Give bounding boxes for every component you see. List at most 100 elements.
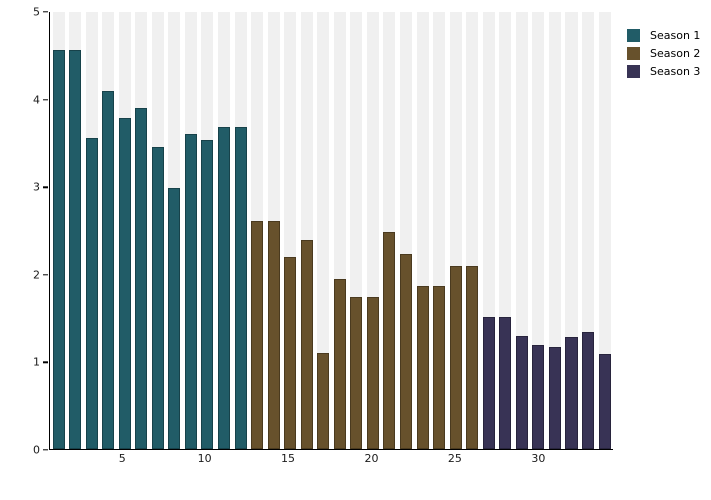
- y-tick-mark: [43, 361, 48, 364]
- x-tick-label: 25: [447, 452, 462, 465]
- bar-slot: [267, 12, 280, 449]
- x-tick-label: 20: [364, 452, 379, 465]
- x-tick-label: [265, 452, 277, 468]
- bar: [168, 187, 181, 449]
- bar-slot: [466, 12, 479, 449]
- x-tick-label: [68, 452, 80, 468]
- bar-slot: [449, 12, 462, 449]
- bar-slot: [333, 12, 346, 449]
- bar-slot: [317, 12, 330, 449]
- legend-label: Season 1: [650, 29, 701, 42]
- y-axis: 0 1 2 3 4 5: [0, 7, 49, 456]
- x-tick-label: [550, 452, 562, 468]
- legend-label: Season 2: [650, 47, 701, 60]
- bar: [366, 296, 379, 449]
- bar: [433, 285, 446, 449]
- x-tick-label: [300, 452, 312, 468]
- bar: [251, 220, 264, 449]
- legend-swatch-season-2-icon: [627, 47, 640, 60]
- x-tick-label: [515, 452, 527, 468]
- legend-swatch-season-1-icon: [627, 29, 640, 42]
- x-tick-label: 10: [197, 452, 212, 465]
- x-tick-label: [249, 452, 261, 468]
- bar: [184, 134, 197, 449]
- x-tick-label: [483, 452, 495, 468]
- y-tick-label: 2: [33, 268, 40, 282]
- x-tick-label: [232, 452, 244, 468]
- bar-slot: [135, 12, 148, 449]
- bar-slot: [201, 12, 214, 449]
- bar-slot: [102, 12, 115, 449]
- bar: [234, 126, 247, 449]
- plot-area: [49, 12, 613, 450]
- background-band: [532, 12, 545, 449]
- bar: [118, 117, 131, 449]
- bar-slot: [251, 12, 264, 449]
- x-tick-label: [415, 452, 427, 468]
- bar: [466, 266, 479, 449]
- bar: [383, 232, 396, 449]
- y-tick-mark: [43, 274, 48, 276]
- bar: [201, 139, 214, 449]
- x-tick-label: [165, 452, 177, 468]
- bar: [565, 337, 578, 449]
- bar: [582, 331, 595, 449]
- bar-slot: [85, 12, 98, 449]
- x-tick-label: [149, 452, 161, 468]
- y-tick-label: 1: [33, 355, 40, 369]
- legend-item-season-1: Season 1: [627, 29, 700, 42]
- background-band: [548, 12, 561, 449]
- x-tick-label: [216, 452, 228, 468]
- x-tick-label: [84, 452, 96, 468]
- x-tick-label: [582, 452, 594, 468]
- bar: [548, 346, 561, 449]
- bar-slot: [52, 12, 65, 449]
- bar-slot: [598, 12, 611, 449]
- x-tick-label: [52, 452, 64, 468]
- bar: [300, 240, 313, 449]
- bar: [350, 296, 363, 449]
- legend-item-season-3: Season 3: [627, 65, 700, 78]
- x-tick-label: [383, 452, 395, 468]
- bar-slot: [217, 12, 231, 449]
- y-tick-mark: [43, 98, 48, 101]
- bar-slot: [69, 12, 82, 449]
- y-tick-label: 4: [33, 93, 40, 107]
- legend-item-season-2: Season 2: [627, 47, 700, 60]
- x-tick-label: [566, 452, 578, 468]
- bar-slot: [399, 12, 413, 449]
- y-tick-label: 0: [33, 443, 40, 457]
- x-tick-label: [316, 452, 328, 468]
- legend-swatch-season-3-icon: [627, 65, 640, 78]
- x-tick-label: 5: [118, 452, 126, 465]
- bar-slot: [234, 12, 247, 449]
- bar-slot: [416, 12, 429, 449]
- bar-slot: [350, 12, 363, 449]
- bar: [598, 353, 611, 449]
- x-tick-label: [466, 452, 478, 468]
- bar-slot: [284, 12, 297, 449]
- bar: [102, 90, 115, 449]
- bar: [515, 336, 528, 449]
- bar: [151, 146, 164, 449]
- bar-slot: [366, 12, 379, 449]
- x-tick-label: [332, 452, 344, 468]
- bar: [52, 49, 65, 449]
- x-tick-label: [399, 452, 411, 468]
- bar: [532, 345, 545, 449]
- bar: [399, 254, 413, 449]
- legend: Season 1 Season 2 Season 3: [627, 29, 700, 83]
- bars-container: [50, 12, 613, 449]
- x-tick-label: 15: [281, 452, 296, 465]
- y-tick-label: 3: [33, 180, 40, 194]
- x-tick-label: [181, 452, 193, 468]
- x-tick-label: [432, 452, 444, 468]
- bar-slot: [482, 12, 495, 449]
- x-tick-label: [133, 452, 145, 468]
- bar-slot: [582, 12, 595, 449]
- bar-slot: [548, 12, 561, 449]
- background-band: [317, 12, 330, 449]
- bar: [317, 352, 330, 449]
- bar-slot: [515, 12, 528, 449]
